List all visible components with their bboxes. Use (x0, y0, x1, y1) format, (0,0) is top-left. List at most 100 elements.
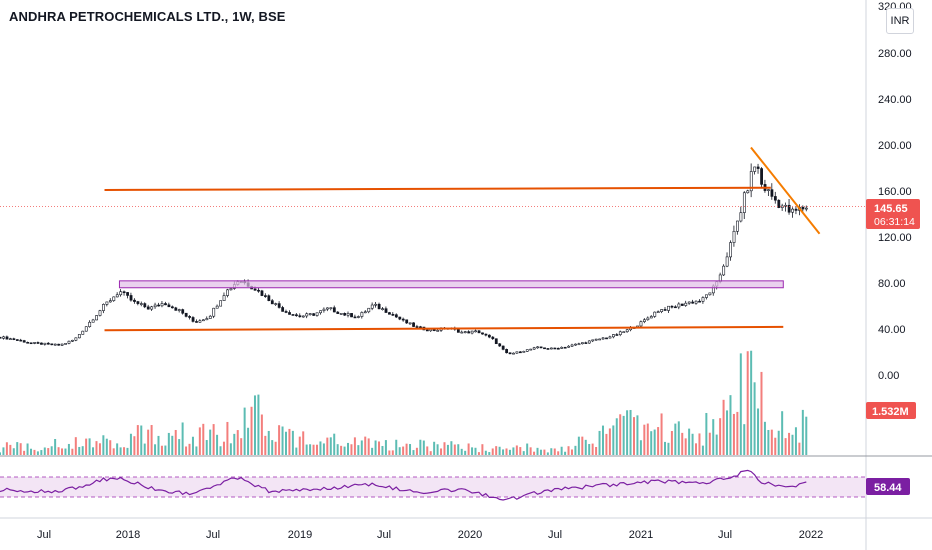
volume-bar (632, 417, 635, 455)
volume-bar (757, 408, 760, 455)
volume-bar (664, 441, 667, 455)
trendline-falling[interactable] (750, 146, 821, 235)
candle-body (139, 303, 143, 305)
time-tick: 2019 (288, 529, 312, 541)
support-zone[interactable] (118, 280, 784, 289)
volume-bar (67, 443, 70, 455)
volume-bar (474, 447, 477, 455)
trendline-top[interactable] (104, 186, 771, 191)
volume-bar (236, 430, 239, 455)
volume-bar (746, 351, 749, 455)
drawings[interactable] (104, 146, 821, 332)
volume-bar (384, 440, 387, 455)
rsi-line (0, 469, 807, 501)
volume-bar (770, 429, 773, 455)
volume-bar (567, 446, 570, 455)
volume-bar (147, 429, 150, 455)
volume-bar (674, 423, 677, 455)
candle-body (549, 347, 553, 350)
volume-bar (526, 443, 529, 455)
volume-bar (570, 449, 573, 455)
candle-body (746, 190, 750, 194)
volume-bar (581, 436, 584, 455)
candle-body (40, 342, 43, 345)
rsi-band (0, 477, 866, 497)
candle-body (315, 312, 319, 316)
candle-body (536, 346, 540, 349)
candle-body (281, 307, 285, 312)
price-axis[interactable]: 320.00 280.00 240.00 200.00 160.00 120.0… (878, 1, 912, 382)
candle-body (88, 321, 92, 328)
volume-bar (688, 428, 691, 455)
candle-body (598, 338, 602, 341)
volume-bar (453, 444, 456, 455)
candle-body (53, 343, 57, 346)
trendline-bottom[interactable] (104, 325, 784, 332)
volume-bar (574, 445, 577, 455)
candle-body (419, 326, 422, 329)
volume-bar (2, 447, 5, 455)
volume-bar (281, 426, 284, 455)
volume-bar (498, 446, 501, 455)
candle-body (742, 192, 746, 213)
volume-bar (719, 418, 722, 455)
volume-bar (260, 414, 263, 455)
volume-bar (43, 447, 46, 455)
volume-bar (23, 450, 26, 455)
volume-bar (712, 419, 715, 455)
candle-body (264, 295, 267, 297)
volume-bar (33, 449, 36, 455)
candle-body (64, 343, 67, 345)
time-tick: Jul (206, 529, 220, 541)
candle-body (574, 343, 577, 346)
candle-body (205, 318, 209, 321)
volume-bar (74, 437, 77, 455)
rsi-value: 58.44 (874, 482, 902, 494)
candle-body (608, 336, 612, 339)
price-tick: 200.00 (878, 140, 912, 152)
volume-bar (319, 441, 322, 455)
candle-body (95, 315, 98, 321)
currency-button[interactable]: INR (886, 8, 914, 34)
rsi-badge: 58.44 (866, 478, 910, 495)
volume-bar (739, 353, 742, 455)
time-axis[interactable]: Jul 2018 Jul 2019 Jul 2020 Jul 2021 Jul … (37, 529, 823, 541)
candle-body (577, 343, 581, 346)
volume-bar (440, 448, 443, 455)
volume-bar (539, 449, 542, 455)
volume-bar (98, 443, 101, 455)
volume-bar (150, 425, 153, 455)
candle-body (332, 307, 336, 313)
candle-body (26, 341, 30, 344)
candle-body (102, 304, 105, 311)
volume-bar (505, 448, 508, 455)
candle-body (391, 314, 395, 316)
candle-body (160, 303, 164, 307)
volume-bar (188, 443, 191, 455)
volume-bar (801, 409, 804, 455)
candle-body (653, 311, 657, 317)
volume-bar (312, 444, 315, 455)
candle-body (105, 301, 109, 305)
candle-body (170, 306, 174, 309)
volume-bar (267, 430, 270, 455)
volume-bar (653, 429, 656, 455)
volume-bar (422, 440, 425, 455)
volume-bar (329, 437, 332, 455)
candle-body (622, 331, 626, 334)
volume-bar (450, 441, 453, 455)
volume-bar (174, 429, 177, 455)
volume-bar (767, 429, 770, 455)
candle-body (301, 315, 305, 318)
candle-body (136, 301, 140, 304)
candle-body (143, 303, 147, 308)
volume-bar (622, 415, 625, 455)
volume-bar (636, 415, 639, 455)
volume-bar (557, 451, 560, 455)
volume-bar (340, 445, 343, 455)
volume-bar (391, 450, 394, 455)
volume-bar (167, 432, 170, 455)
volume-bar (129, 433, 132, 455)
volume-bar (12, 448, 15, 455)
